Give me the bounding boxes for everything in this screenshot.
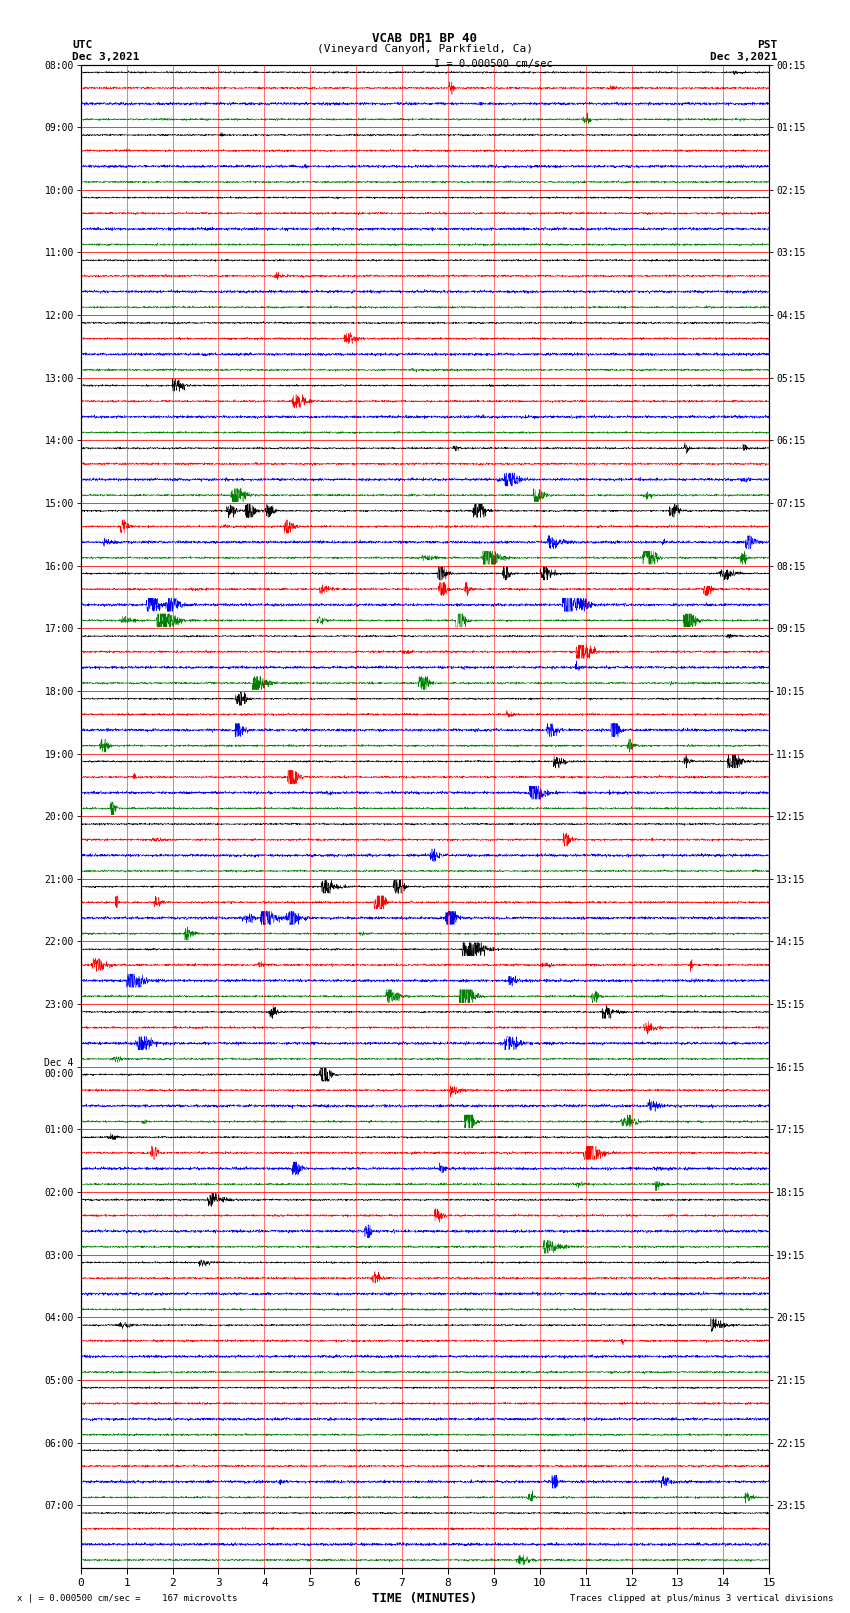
Text: Dec 3,2021: Dec 3,2021 (711, 52, 778, 61)
X-axis label: TIME (MINUTES): TIME (MINUTES) (372, 1592, 478, 1605)
Text: I = 0.000500 cm/sec: I = 0.000500 cm/sec (434, 58, 552, 69)
Text: (Vineyard Canyon, Parkfield, Ca): (Vineyard Canyon, Parkfield, Ca) (317, 44, 533, 53)
Text: x | = 0.000500 cm/sec =    167 microvolts: x | = 0.000500 cm/sec = 167 microvolts (17, 1594, 237, 1603)
Text: Traces clipped at plus/minus 3 vertical divisions: Traces clipped at plus/minus 3 vertical … (570, 1594, 833, 1603)
Text: UTC: UTC (72, 40, 93, 50)
Text: VCAB DP1 BP 40: VCAB DP1 BP 40 (372, 32, 478, 45)
Text: PST: PST (757, 40, 778, 50)
Text: Dec 3,2021: Dec 3,2021 (72, 52, 139, 61)
